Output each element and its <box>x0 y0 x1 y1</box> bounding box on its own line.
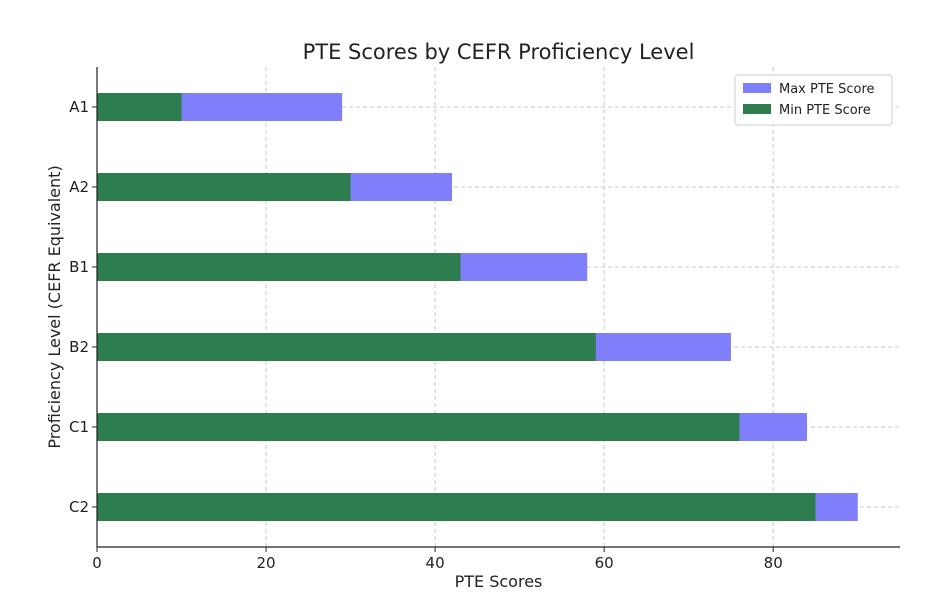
axes <box>96 67 900 548</box>
y-tick-label: A1 <box>69 98 89 116</box>
ticks: 0 20 40 60 80 A1 A2 B1 B2 C1 C2 <box>69 98 783 572</box>
x-tick-label: 20 <box>257 554 276 572</box>
bar-min-pte-score <box>97 253 461 281</box>
y-tick-label: A2 <box>69 178 89 196</box>
legend-swatch-min <box>743 104 771 114</box>
legend-swatch-max <box>743 83 771 93</box>
bar-min-pte-score <box>97 413 740 441</box>
y-tick-label: B2 <box>69 338 89 356</box>
y-tick-label: C2 <box>69 498 89 516</box>
x-axis-title: PTE Scores <box>455 572 543 591</box>
bar-min-pte-score <box>97 173 351 201</box>
x-tick-label: 60 <box>595 554 614 572</box>
legend-label-max: Max PTE Score <box>779 82 875 97</box>
x-tick-label: 80 <box>764 554 783 572</box>
y-tick-label: C1 <box>69 418 89 436</box>
bar-min-pte-score <box>97 333 596 361</box>
y-axis-title: Proficiency Level (CEFR Equivalent) <box>45 165 64 448</box>
grid <box>96 67 900 547</box>
bars <box>97 93 858 521</box>
bar-min-pte-score <box>97 93 182 121</box>
legend-label-min: Min PTE Score <box>779 103 871 118</box>
bar-min-pte-score <box>97 493 816 521</box>
y-tick-label: B1 <box>69 258 89 276</box>
legend-box <box>734 74 893 126</box>
x-tick-label: 0 <box>92 554 102 572</box>
chart-title: PTE Scores by CEFR Proficiency Level <box>303 40 695 64</box>
x-tick-label: 40 <box>426 554 445 572</box>
legend: Max PTE Score Min PTE Score <box>734 74 893 126</box>
